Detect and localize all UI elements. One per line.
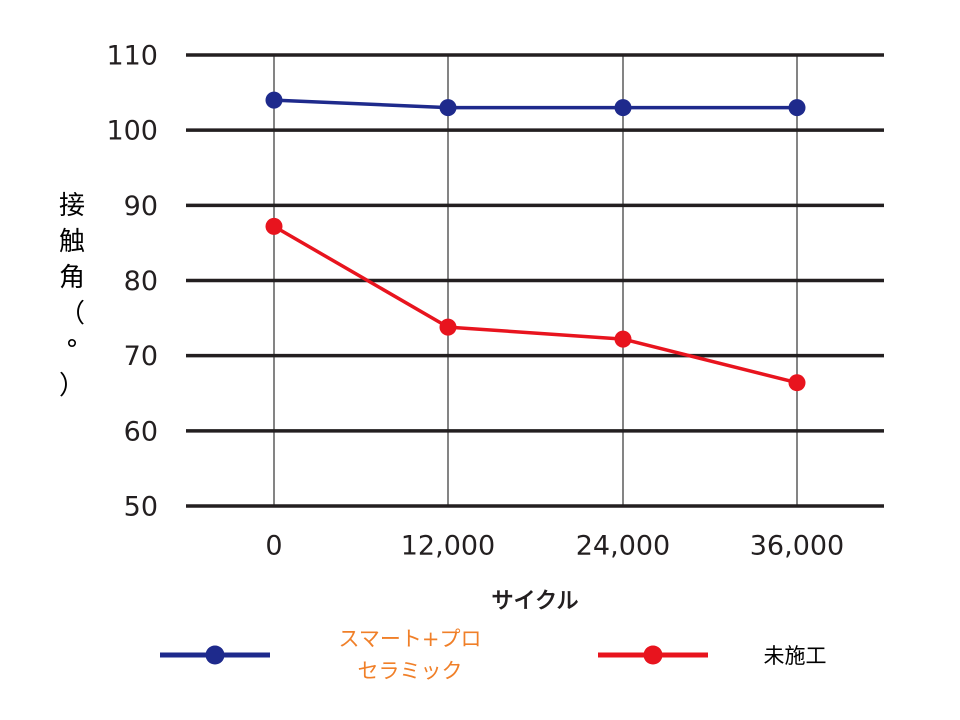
y-axis-label-char: （ xyxy=(58,299,85,329)
x-tick-label: 36,000 xyxy=(750,531,844,562)
y-axis-label: 接 触 角 （ ° ） xyxy=(52,188,92,404)
y-tick-label: 110 xyxy=(106,41,158,72)
x-tick-label: 24,000 xyxy=(576,531,670,562)
y-tick-label: 60 xyxy=(124,416,158,447)
series-line-1 xyxy=(273,224,798,385)
data-point-series-1 xyxy=(265,217,283,235)
legend-label-smart-pro-ceramic: スマート+プロ セラミック xyxy=(310,623,510,687)
y-axis-label-char: 接 xyxy=(58,191,85,221)
x-tick-label: 12,000 xyxy=(401,531,495,562)
data-point-series-1 xyxy=(614,330,632,348)
legend-label-line: セラミック xyxy=(357,659,463,683)
data-point-series-0 xyxy=(265,91,283,109)
x-tick-label: 0 xyxy=(265,531,282,562)
data-point-series-1 xyxy=(439,318,457,336)
data-point-series-1 xyxy=(788,374,806,392)
data-point-series-0 xyxy=(614,99,632,117)
y-axis-label-char: 角 xyxy=(58,263,85,293)
series-line-0 xyxy=(273,98,797,110)
y-axis-label-char: ° xyxy=(65,335,79,365)
legend-label-line: 未施工 xyxy=(763,644,827,668)
legend-swatch-marker-0 xyxy=(205,645,225,665)
y-tick-label: 80 xyxy=(124,266,158,297)
data-point-series-0 xyxy=(439,99,457,117)
legend-swatch-marker-1 xyxy=(643,645,663,665)
y-axis-label-char: 触 xyxy=(58,227,85,257)
legend-label-line: スマート+プロ xyxy=(338,627,482,651)
legend-label-untreated: 未施工 xyxy=(735,640,855,672)
y-tick-label: 100 xyxy=(106,116,158,147)
data-point-series-0 xyxy=(788,99,806,117)
x-axis-label: サイクル xyxy=(492,589,579,614)
y-tick-label: 70 xyxy=(124,341,158,372)
y-tick-label: 90 xyxy=(124,191,158,222)
y-axis-label-char: ） xyxy=(58,371,85,401)
y-tick-label: 50 xyxy=(124,492,158,523)
